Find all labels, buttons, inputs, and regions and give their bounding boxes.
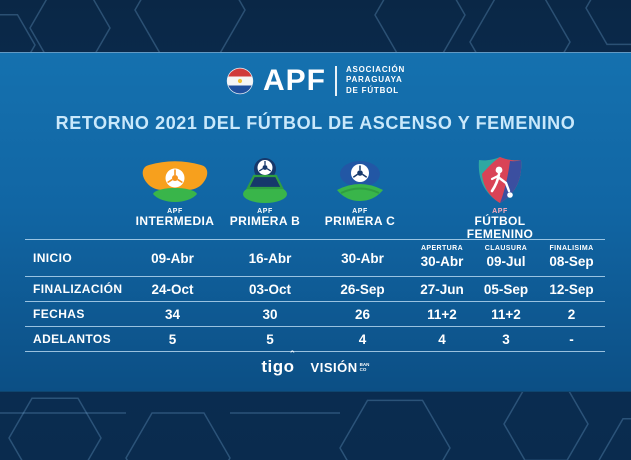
subheader-clausura: CLAUSURA xyxy=(484,245,528,253)
competition-intermedia: APF INTERMEDIA xyxy=(120,155,230,228)
header-divider xyxy=(334,65,337,96)
sponsors: tigo ˆ VISIÓN BANCO xyxy=(0,350,631,377)
row-label-inicio: INICIO xyxy=(33,251,73,265)
row-label-adelantos: ADELANTOS xyxy=(33,332,112,346)
futbol-femenino-tag: APF xyxy=(492,208,508,215)
competition-primera-c: APF PRIMERA C xyxy=(305,155,415,228)
primera-c-tag: APF xyxy=(352,208,368,215)
table-row-fechas: FECHAS 34 30 26 11+2 11+2 2 xyxy=(25,302,605,327)
vision-banco-sub: BANCO xyxy=(359,361,370,372)
intermedia-tag: APF xyxy=(167,208,183,215)
intermedia-name: INTERMEDIA xyxy=(135,214,215,228)
inicio-clausura: CLAUSURA 09-Jul xyxy=(484,245,528,269)
competition-logos: APF INTERMEDIA xyxy=(0,155,631,241)
org-line-3: DE FÚTBOL xyxy=(345,85,399,95)
apf-org-name: ASOCIACIÓN PARAGUAYA DE FÚTBOL xyxy=(346,65,405,96)
vision-banco-logo: VISIÓN BANCO xyxy=(310,359,370,375)
page-title: RETORNO 2021 DEL FÚTBOL DE ASCENSO Y FEM… xyxy=(55,113,576,133)
inicio-primera-c: 30-Abr xyxy=(341,250,384,266)
competition-futbol-femenino: APF FÚTBOL FEMENINO xyxy=(445,155,555,241)
apf-header: APF ASOCIACIÓN PARAGUAYA DE FÚTBOL xyxy=(0,65,631,96)
table-row-inicio: INICIO 09-Abr 16-Abr 30-Abr APERTURA 30-… xyxy=(25,239,605,277)
futbol-femenino-logo-icon xyxy=(474,155,526,205)
inicio-finalisima: FINALISIMA 08-Sep xyxy=(549,245,594,269)
tigo-logo: tigo ˆ xyxy=(261,350,295,376)
apf-brand: APF xyxy=(262,63,326,97)
row-label-fechas: FECHAS xyxy=(33,307,85,321)
primera-b-name: PRIMERA B xyxy=(229,214,301,228)
intermedia-logo-icon xyxy=(140,155,210,205)
apf-crest-icon xyxy=(226,67,254,94)
inicio-apertura: APERTURA 30-Abr xyxy=(420,245,464,269)
table-row-adelantos: ADELANTOS 5 5 4 4 3 - xyxy=(25,327,605,352)
primera-c-name: PRIMERA C xyxy=(324,214,396,228)
tigo-accent-mark: ˆ xyxy=(290,350,295,362)
org-line-1: ASOCIACIÓN xyxy=(345,65,406,74)
inicio-primera-b: 16-Abr xyxy=(248,250,292,266)
primera-b-logo-icon xyxy=(230,155,300,205)
subheader-finalisima: FINALISIMA xyxy=(549,245,594,253)
competition-primera-b: APF PRIMERA B xyxy=(210,155,320,228)
inicio-intermedia: 09-Abr xyxy=(151,250,194,266)
row-label-finalizacion: FINALIZACIÓN xyxy=(33,282,123,296)
primera-b-tag: APF xyxy=(257,208,273,215)
content-panel: APF ASOCIACIÓN PARAGUAYA DE FÚTBOL RETOR… xyxy=(0,52,631,392)
schedule-table: INICIO 09-Abr 16-Abr 30-Abr APERTURA 30-… xyxy=(25,239,605,352)
subheader-apertura: APERTURA xyxy=(420,245,464,253)
org-line-2: PARAGUAYA xyxy=(345,75,403,85)
table-row-finalizacion: FINALIZACIÓN 24-Oct 03-Oct 26-Sep 27-Jun… xyxy=(25,277,605,302)
primera-c-logo-icon xyxy=(325,155,395,205)
futbol-femenino-name: FÚTBOL FEMENINO xyxy=(466,214,534,242)
